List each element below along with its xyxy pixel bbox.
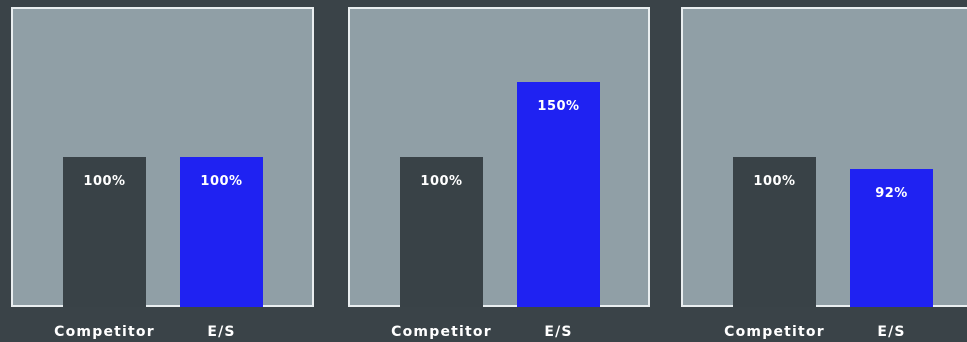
chart-panel-1: 100% Competitor 100% E/S bbox=[11, 7, 314, 340]
data-label-competitor: 100% bbox=[753, 174, 795, 189]
chart-panel-3: 100% Competitor 92% E/S bbox=[681, 7, 967, 340]
data-label-competitor: 100% bbox=[420, 174, 462, 189]
category-label-competitor: Competitor bbox=[724, 324, 825, 340]
bar-competitor bbox=[400, 157, 483, 307]
plot-area bbox=[11, 7, 314, 307]
bar-e-s bbox=[180, 157, 263, 307]
bar-e-s bbox=[850, 169, 933, 307]
chart-panel-2: 100% Competitor 150% E/S bbox=[348, 7, 650, 340]
plot-area bbox=[348, 7, 650, 307]
category-label-e-s: E/S bbox=[207, 324, 235, 340]
category-label-competitor: Competitor bbox=[54, 324, 155, 340]
data-label-e-s: 100% bbox=[200, 174, 242, 189]
category-label-e-s: E/S bbox=[544, 324, 572, 340]
bar-competitor bbox=[63, 157, 146, 307]
bar-competitor bbox=[733, 157, 816, 307]
bar-e-s bbox=[517, 82, 600, 307]
data-label-e-s: 92% bbox=[875, 186, 908, 201]
data-label-e-s: 150% bbox=[537, 99, 579, 114]
data-label-competitor: 100% bbox=[83, 174, 125, 189]
category-label-e-s: E/S bbox=[877, 324, 905, 340]
category-label-competitor: Competitor bbox=[391, 324, 492, 340]
